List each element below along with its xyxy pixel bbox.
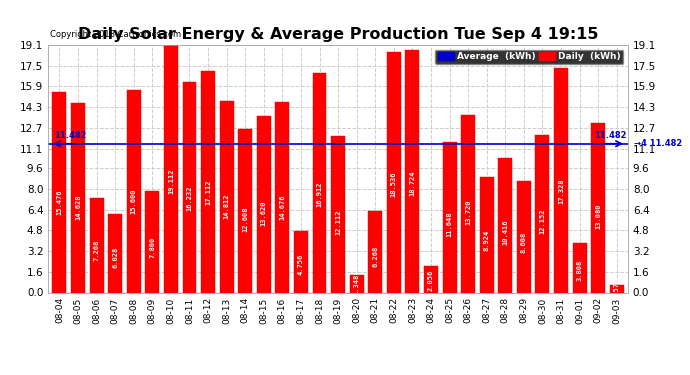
Bar bbox=[368, 211, 382, 292]
Text: 7.800: 7.800 bbox=[149, 236, 155, 258]
Text: 7.268: 7.268 bbox=[94, 240, 99, 261]
Text: 0.572: 0.572 bbox=[613, 278, 620, 299]
Text: →4 11.482: →4 11.482 bbox=[633, 139, 682, 148]
Bar bbox=[164, 45, 178, 292]
Text: 19.112: 19.112 bbox=[168, 168, 174, 194]
Bar bbox=[480, 177, 493, 292]
Bar bbox=[554, 68, 568, 292]
Text: 12.152: 12.152 bbox=[540, 209, 546, 234]
Text: Copyright 2018 Cartronics.com: Copyright 2018 Cartronics.com bbox=[50, 30, 181, 39]
Text: 15.600: 15.600 bbox=[130, 189, 137, 214]
Text: 3.808: 3.808 bbox=[577, 260, 582, 281]
Bar bbox=[238, 129, 252, 292]
Text: 14.676: 14.676 bbox=[279, 194, 286, 220]
Text: 13.080: 13.080 bbox=[595, 204, 601, 229]
Title: Daily Solar Energy & Average Production Tue Sep 4 19:15: Daily Solar Energy & Average Production … bbox=[78, 27, 598, 42]
Text: 11.482: 11.482 bbox=[54, 131, 86, 140]
Bar bbox=[498, 158, 512, 292]
Text: 16.232: 16.232 bbox=[186, 185, 193, 211]
Bar bbox=[424, 266, 438, 292]
Bar bbox=[183, 82, 197, 292]
Text: 11.482: 11.482 bbox=[593, 131, 626, 140]
Text: 1.348: 1.348 bbox=[354, 274, 359, 295]
Bar bbox=[52, 92, 66, 292]
Bar bbox=[201, 71, 215, 292]
Bar bbox=[350, 275, 364, 292]
Text: 10.416: 10.416 bbox=[502, 219, 509, 245]
Text: 14.628: 14.628 bbox=[75, 195, 81, 220]
Text: 6.268: 6.268 bbox=[372, 245, 378, 267]
Text: 13.620: 13.620 bbox=[261, 200, 267, 226]
Bar bbox=[275, 102, 289, 292]
Text: 6.028: 6.028 bbox=[112, 247, 118, 268]
Text: 16.912: 16.912 bbox=[317, 181, 322, 207]
Bar bbox=[573, 243, 586, 292]
Text: 12.608: 12.608 bbox=[242, 206, 248, 232]
Text: 17.328: 17.328 bbox=[558, 179, 564, 204]
Bar bbox=[331, 135, 345, 292]
Bar bbox=[108, 214, 122, 292]
Text: 11.648: 11.648 bbox=[446, 212, 453, 237]
Bar bbox=[591, 123, 605, 292]
Bar bbox=[313, 74, 326, 292]
Bar bbox=[406, 50, 420, 292]
Bar bbox=[461, 115, 475, 292]
Bar bbox=[257, 116, 270, 292]
Bar bbox=[71, 103, 85, 292]
Bar bbox=[127, 90, 141, 292]
Text: 17.112: 17.112 bbox=[205, 180, 211, 206]
Text: 2.056: 2.056 bbox=[428, 270, 434, 291]
Text: 14.812: 14.812 bbox=[224, 194, 230, 219]
Text: 15.476: 15.476 bbox=[57, 189, 63, 215]
Text: 8.608: 8.608 bbox=[521, 232, 527, 253]
Text: 12.112: 12.112 bbox=[335, 209, 341, 235]
Text: 8.924: 8.924 bbox=[484, 230, 490, 251]
Bar bbox=[610, 285, 624, 292]
Text: 18.536: 18.536 bbox=[391, 172, 397, 197]
Bar bbox=[535, 135, 549, 292]
Legend: Average  (kWh), Daily  (kWh): Average (kWh), Daily (kWh) bbox=[435, 50, 623, 64]
Text: 13.720: 13.720 bbox=[465, 200, 471, 225]
Bar bbox=[90, 198, 104, 292]
Bar bbox=[294, 231, 308, 292]
Bar bbox=[517, 181, 531, 292]
Text: 4.756: 4.756 bbox=[298, 254, 304, 275]
Bar bbox=[442, 142, 457, 292]
Bar bbox=[387, 52, 401, 292]
Bar bbox=[219, 100, 234, 292]
Text: 18.724: 18.724 bbox=[409, 171, 415, 196]
Bar bbox=[146, 191, 159, 292]
